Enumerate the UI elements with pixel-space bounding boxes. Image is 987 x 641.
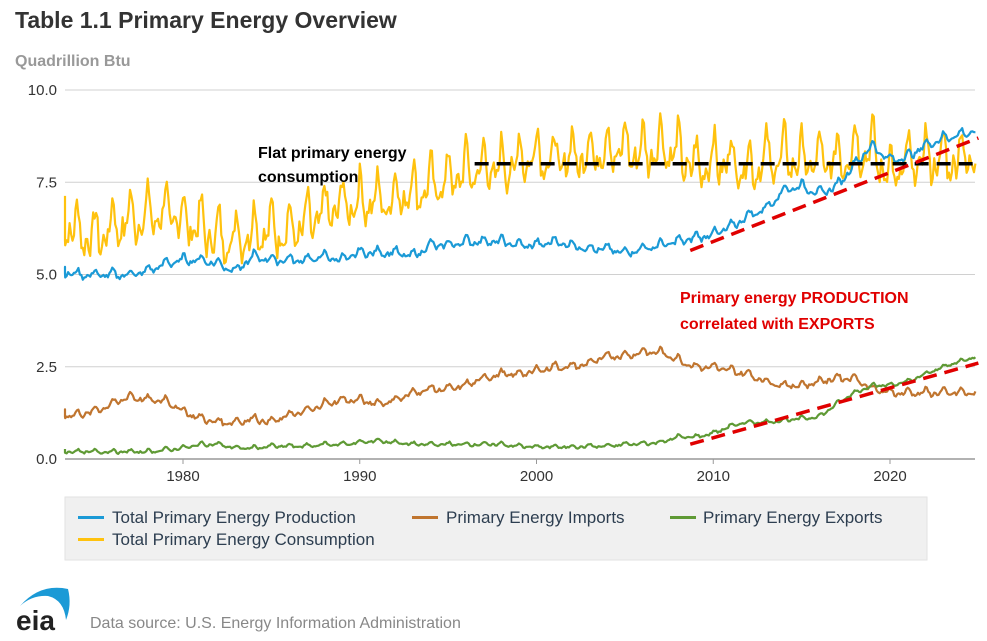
series-line-total-primary-energy-consumption [63,112,977,265]
production-trendline [689,136,980,253]
y-tick-label: 7.5 [36,174,57,191]
eia-logo: eia [16,587,70,636]
data-source: Data source: U.S. Energy Information Adm… [90,615,461,632]
y-tick-label: 0.0 [36,451,57,468]
x-tick-label: 2000 [520,468,553,485]
logo-swoosh-icon [20,587,70,620]
y-axis-unit-label: Quadrillion Btu [15,53,131,70]
y-axis-ticks: 0.0 2.5 5.0 7.5 10.0 [28,82,57,468]
legend-item-imports[interactable]: Primary Energy Imports [412,508,625,527]
legend-swatch [78,538,104,541]
legend-label: Total Primary Energy Production [112,508,356,527]
legend-swatch [78,516,104,519]
y-tick-label: 10.0 [28,82,57,99]
legend-swatch [670,516,696,519]
logo-text: eia [16,605,55,636]
legend-item-exports[interactable]: Primary Energy Exports [670,508,883,527]
annotations: Flat primary energy consumption Primary … [258,136,980,446]
legend-label: Total Primary Energy Consumption [112,530,375,549]
y-tick-label: 5.0 [36,267,57,284]
exports-trendline [689,361,979,446]
legend-item-consumption[interactable]: Total Primary Energy Consumption [78,530,375,549]
x-tick-label: 1990 [343,468,376,485]
legend-swatch [412,516,438,519]
x-tick-label: 1980 [166,468,199,485]
x-tick-label: 2020 [873,468,906,485]
gridlines [65,89,975,460]
series-line-total-primary-energy-production [63,127,976,281]
series-line-primary-energy-imports [63,345,977,427]
chart-title: Table 1.1 Primary Energy Overview [15,7,397,33]
legend-label: Primary Energy Exports [703,508,883,527]
series-lines [63,112,977,455]
series-line-primary-energy-exports [63,356,977,455]
x-tick-label: 2010 [697,468,730,485]
legend-label: Primary Energy Imports [446,508,625,527]
annotation-production-line2: correlated with EXPORTS [680,316,875,333]
y-tick-label: 2.5 [36,359,57,376]
x-axis-ticks: 1980 1990 2000 2010 2020 [166,459,907,485]
legend-item-production[interactable]: Total Primary Energy Production [78,508,356,527]
annotation-flat-line2: consumption [258,169,358,186]
annotation-production-line1: Primary energy PRODUCTION [680,290,909,307]
legend-box [64,496,928,561]
legend: Total Primary Energy Production Primary … [64,496,928,561]
annotation-flat-line1: Flat primary energy [258,145,407,162]
